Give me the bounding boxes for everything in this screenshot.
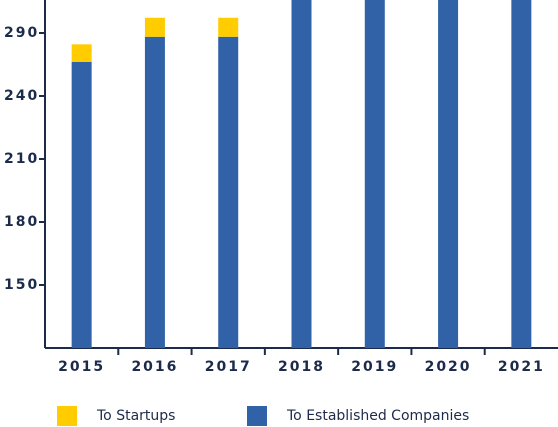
bar-segment (71, 61, 92, 348)
bar-segment (511, 0, 532, 348)
bar-segment (364, 0, 385, 348)
y-tick-label: 180 (4, 214, 39, 230)
bar-segment (144, 17, 165, 37)
y-tick-label: 150 (4, 277, 39, 293)
bar-segment (71, 44, 92, 62)
bar-segment (144, 36, 165, 348)
legend-swatch (57, 406, 77, 426)
legend-label: To Startups (96, 408, 175, 424)
x-tick-label: 2018 (278, 359, 325, 375)
legend-swatch (247, 406, 267, 426)
y-tick-label: 210 (4, 151, 39, 167)
y-tick-label: 240 (4, 88, 39, 104)
y-tick-label: 290 (4, 25, 39, 41)
x-tick-label: 2017 (205, 359, 252, 375)
legend-label: To Established Companies (286, 408, 469, 424)
bar-segment (218, 17, 239, 37)
x-tick-label: 2021 (498, 359, 545, 375)
bar-segment (438, 0, 459, 349)
x-tick-label: 2016 (131, 359, 178, 375)
bar-segment (218, 36, 239, 348)
x-tick-label: 2019 (351, 359, 398, 375)
x-tick-label: 2020 (425, 359, 472, 375)
x-tick-label: 2015 (58, 359, 105, 375)
bar-segment (291, 0, 312, 349)
